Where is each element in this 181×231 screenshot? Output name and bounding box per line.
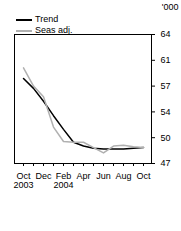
svg-text:64: 64 xyxy=(161,29,171,39)
svg-text:Dec: Dec xyxy=(35,171,52,181)
svg-text:Oct2003: Oct2003 xyxy=(13,171,33,190)
svg-text:Apr: Apr xyxy=(76,171,90,181)
svg-text:Oct: Oct xyxy=(136,171,151,181)
html-text:Seas adj.: Seas adj. xyxy=(35,25,73,35)
html-text:Trend: Trend xyxy=(35,14,59,24)
svg-text:Jun: Jun xyxy=(96,171,111,181)
svg-text:47: 47 xyxy=(161,158,171,168)
svg-text:Aug: Aug xyxy=(115,171,131,181)
svg-text:Feb2004: Feb2004 xyxy=(53,171,73,190)
svg-text:61: 61 xyxy=(161,55,171,65)
svg-text:54: 54 xyxy=(161,107,171,117)
svg-text:'000: '000 xyxy=(162,2,179,12)
svg-text:50: 50 xyxy=(161,133,171,143)
svg-text:57: 57 xyxy=(161,81,171,91)
